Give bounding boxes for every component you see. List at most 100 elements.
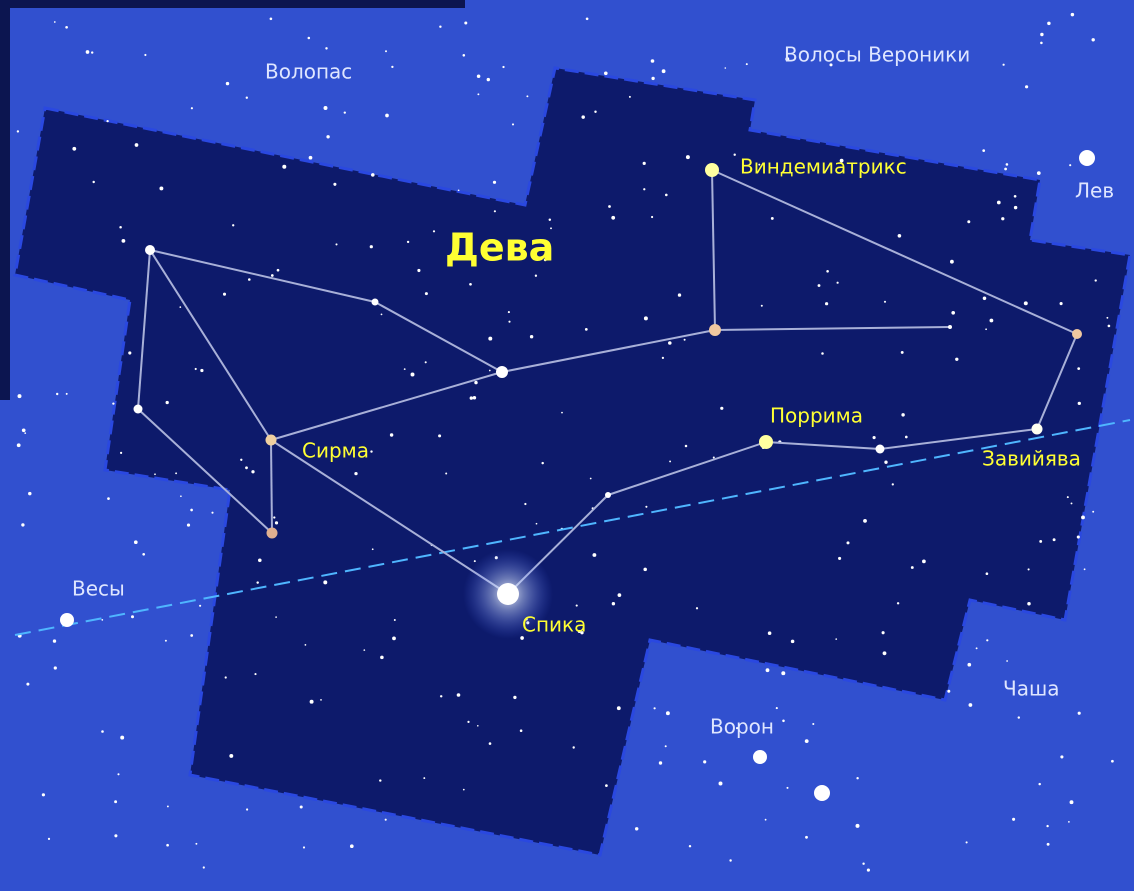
background-star [477, 725, 479, 727]
background-star [965, 841, 968, 844]
background-star [385, 113, 389, 118]
background-star [106, 119, 109, 123]
background-star [862, 862, 865, 865]
background-star [1046, 824, 1049, 828]
background-star [668, 341, 672, 345]
background-star [767, 631, 772, 635]
background-star [1081, 515, 1085, 520]
background-star [299, 805, 303, 809]
background-star [669, 460, 672, 463]
background-star [664, 193, 668, 197]
background-star [884, 460, 888, 464]
background-star [16, 130, 20, 133]
background-star [120, 735, 125, 740]
background-star [24, 432, 27, 434]
background-star [821, 352, 824, 355]
background-star [492, 180, 497, 184]
background-star [781, 671, 786, 676]
background-star [456, 693, 461, 697]
background-star [643, 567, 647, 572]
background-star [462, 54, 466, 57]
background-star [1004, 167, 1007, 171]
background-star [308, 155, 313, 160]
background-star [41, 793, 46, 797]
background-star [112, 402, 115, 405]
star-label: Завийява [982, 447, 1081, 471]
background-star [1077, 401, 1081, 406]
background-star [380, 313, 383, 316]
background-star [445, 472, 448, 475]
background-star [967, 220, 971, 224]
background-star [406, 240, 410, 244]
background-star [584, 328, 588, 331]
background-star [1069, 800, 1074, 805]
background-star [881, 631, 885, 635]
background-star [473, 560, 476, 563]
background-star [369, 245, 373, 249]
background-star [645, 505, 648, 508]
background-star [1091, 38, 1095, 42]
background-star [254, 673, 257, 676]
background-star [882, 651, 887, 656]
background-star [240, 458, 243, 461]
background-star [1069, 164, 1072, 167]
background-star [1060, 755, 1064, 759]
background-star [534, 274, 538, 277]
background-star [1023, 301, 1028, 306]
background-star [392, 636, 396, 641]
background-star [222, 292, 227, 296]
background-star [1070, 12, 1075, 17]
background-star [883, 300, 887, 303]
background-star [764, 818, 767, 821]
background-star [1040, 32, 1044, 37]
background-star [326, 135, 330, 139]
background-star [989, 318, 994, 323]
background-star [225, 81, 230, 86]
background-star [274, 521, 279, 525]
background-star [467, 720, 470, 724]
background-star [304, 644, 307, 646]
background-star [760, 304, 763, 307]
background-star [379, 779, 382, 782]
background-star [26, 682, 30, 686]
background-star [258, 558, 262, 563]
background-star [229, 753, 234, 758]
background-star [683, 338, 686, 341]
background-star [541, 461, 544, 465]
background-star [477, 93, 480, 96]
background-star [526, 95, 529, 98]
background-star [896, 602, 900, 605]
background-star [469, 282, 472, 286]
background-star [307, 36, 311, 40]
background-star [1001, 217, 1005, 221]
background-star [1111, 759, 1114, 763]
background-star [520, 636, 524, 640]
background-star [611, 602, 616, 606]
background-star [985, 328, 987, 331]
star-label: Поррима [770, 404, 863, 428]
background-star [585, 17, 589, 21]
background-star [309, 699, 314, 704]
background-star [985, 572, 989, 576]
background-star [199, 604, 202, 607]
background-star [729, 859, 732, 862]
background-star [1068, 821, 1070, 823]
background-star [1017, 716, 1020, 719]
background-star [967, 662, 972, 667]
background-star [826, 270, 829, 273]
background-star [256, 581, 259, 584]
background-star [423, 777, 426, 780]
background-star [650, 59, 655, 63]
background-star [17, 394, 22, 399]
background-star [605, 784, 608, 787]
background-star [424, 361, 427, 364]
background-star [194, 367, 197, 371]
background-star [325, 47, 328, 50]
background-star [370, 450, 373, 453]
background-star [200, 368, 204, 373]
background-star [901, 413, 905, 417]
background-star [608, 205, 611, 208]
background-star [508, 320, 511, 323]
background-star [128, 351, 132, 355]
background-star [770, 216, 774, 220]
